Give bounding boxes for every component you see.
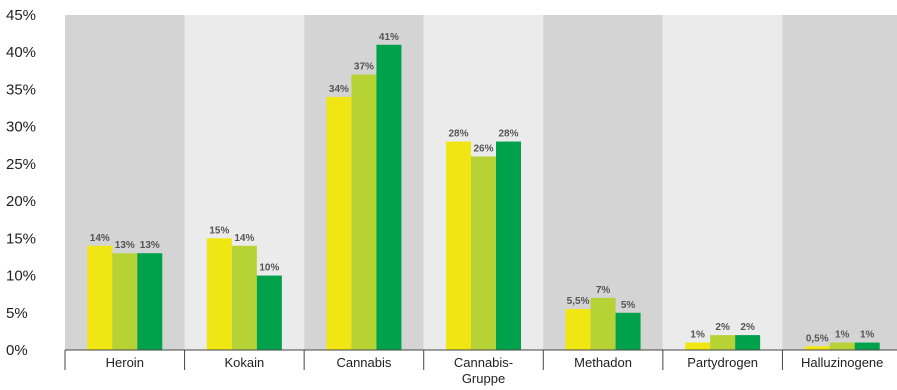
bar [829, 342, 855, 350]
bar [112, 253, 138, 350]
x-tick-label: Halluzinogene [801, 355, 883, 370]
y-tick-label: 40% [6, 44, 36, 61]
bar [376, 44, 402, 351]
bar [804, 346, 830, 350]
background-band [782, 15, 897, 350]
bar [565, 309, 591, 350]
x-tick-label: Cannabis [336, 355, 391, 370]
data-label: 1% [860, 330, 875, 341]
bar [685, 342, 711, 350]
data-label: 28% [448, 129, 468, 140]
x-tick-label: Heroin [106, 355, 144, 370]
data-label: 26% [473, 143, 493, 154]
bar [615, 312, 641, 350]
data-label: 14% [234, 233, 254, 244]
y-tick-label: 30% [6, 119, 36, 136]
x-tick-label: Cannabis-Gruppe [454, 355, 513, 386]
bar [351, 74, 377, 351]
data-label: 0,5% [806, 333, 829, 344]
bar [854, 342, 880, 350]
data-label: 2% [740, 322, 755, 333]
x-tick-label: Methadon [574, 355, 632, 370]
bar [710, 335, 736, 350]
background-band [543, 15, 663, 350]
data-labels: 14% 15% 34% 28% 5,5% 1% 0,5% 13% 14% 37% 26% 7% 2% 1%… [90, 32, 875, 344]
data-label: 34% [329, 84, 349, 95]
bar [446, 141, 471, 350]
y-tick-label: 20% [6, 193, 36, 210]
data-label: 2% [715, 322, 730, 333]
bar [137, 253, 163, 350]
bar [590, 297, 616, 350]
bar [231, 245, 257, 350]
y-tick-label: 10% [6, 268, 36, 285]
data-label: 37% [354, 62, 374, 73]
data-label: 5% [621, 300, 636, 311]
bar [735, 335, 761, 350]
y-axis: 0% 5% 10% 15% 20% 25% 30% 35% 40% 45% [6, 7, 36, 359]
data-label: 10% [259, 263, 279, 274]
data-label: 14% [90, 233, 110, 244]
data-label: 41% [379, 32, 399, 43]
data-label: 1% [690, 330, 705, 341]
bar [471, 156, 496, 350]
x-tick-label: Partydrogen [687, 355, 758, 370]
data-label: 28% [498, 129, 518, 140]
y-tick-label: 35% [6, 81, 36, 98]
bars [87, 44, 880, 351]
y-tick-label: 15% [6, 230, 36, 247]
background-band [662, 15, 783, 350]
bar [206, 238, 232, 350]
data-label: 1% [835, 330, 850, 341]
bar [496, 141, 521, 350]
x-axis: Heroin Kokain Cannabis Cannabis-Gruppe Metha… [64, 349, 897, 386]
data-label: 5,5% [567, 296, 590, 307]
y-tick-label: 5% [6, 305, 28, 322]
bar [87, 245, 113, 350]
y-tick-label: 45% [6, 7, 36, 24]
data-label: 7% [596, 285, 611, 296]
bar [256, 275, 282, 350]
data-label: 13% [140, 240, 160, 251]
x-tick-label: Kokain [224, 355, 264, 370]
y-tick-label: 25% [6, 156, 36, 173]
background-bands [65, 15, 897, 350]
bar [326, 96, 352, 350]
y-tick-label: 0% [6, 342, 28, 359]
data-label: 13% [115, 240, 135, 251]
data-label: 15% [209, 225, 229, 236]
